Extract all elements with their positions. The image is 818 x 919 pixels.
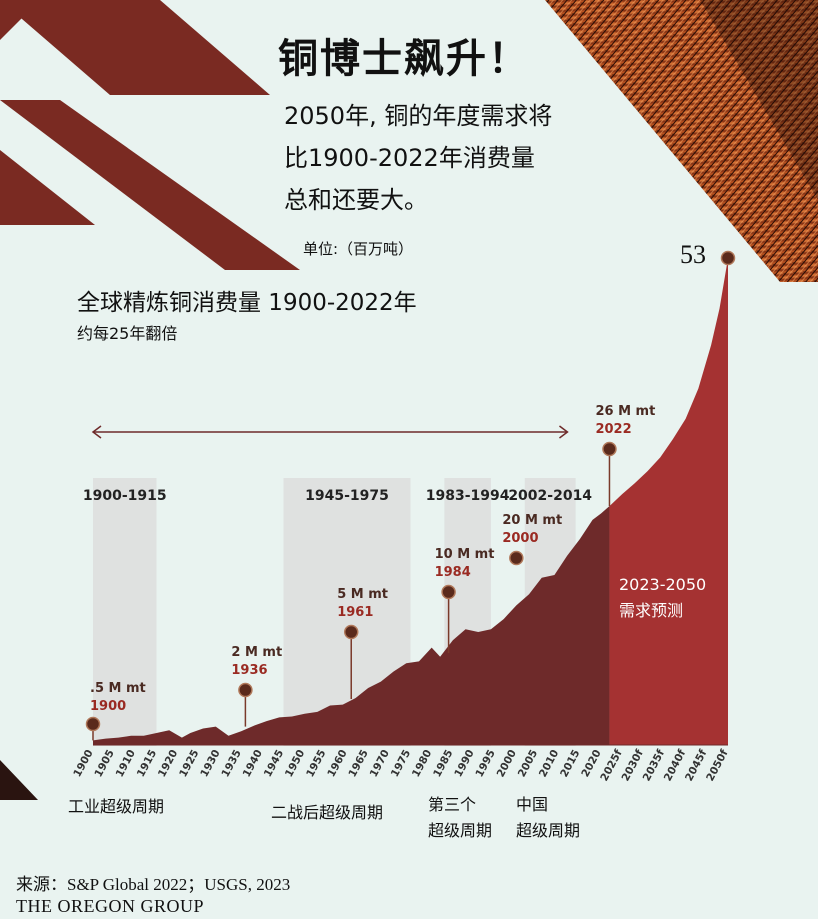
annotation-dot [441, 584, 456, 600]
span-arrow-head-right [559, 425, 569, 439]
annotation-dot [509, 550, 524, 566]
cycle-label-industrial: 工业超级周期 [68, 794, 164, 820]
chart-title: 全球精炼铜消费量 1900-2022年 [77, 290, 417, 316]
annotation-year: 1961 [337, 605, 373, 620]
cycle-line: 中国 [516, 795, 549, 814]
span-arrow-head-left [91, 425, 102, 439]
annotation-dot [343, 624, 359, 640]
copper-wire-corner [545, 0, 818, 282]
cycle-label-china: 中国 超级周期 [516, 792, 580, 844]
annotation-dot [238, 682, 253, 698]
cycle-line: 工业超级周期 [68, 797, 165, 816]
x-tick-label: 1900 [71, 748, 95, 779]
subtitle-line-1: 2050年, 铜的年度需求将 [284, 102, 553, 130]
annotation-year: 1900 [90, 699, 126, 714]
annotation-value: 10 M mt [435, 547, 495, 562]
annotation-value: 20 M mt [502, 513, 562, 528]
page-title: 铜博士飙升！ [278, 35, 530, 82]
forecast-label: 2023-2050 [619, 575, 706, 594]
x-tick-label: 2000 [495, 748, 519, 779]
cycle-label-postwar: 二战后超级周期 [271, 800, 383, 826]
x-tick-label: 1960 [325, 748, 349, 779]
period-label: 1945-1975 [305, 488, 389, 504]
x-tick-label: 1975 [389, 748, 413, 779]
x-tick-label: 2005 [516, 748, 540, 779]
period-label: 2002-2014 [508, 488, 592, 504]
period-label: 1983-1994 [426, 488, 510, 504]
max-value-label: 53 [680, 240, 706, 269]
stripe-top-left [0, 0, 270, 95]
annotation-year: 2022 [595, 422, 631, 437]
stripe-diagonal-top [0, 0, 40, 40]
x-tick-label: 1945 [262, 748, 286, 779]
x-tick-label: 1965 [346, 748, 370, 779]
cycle-line: 超级周期 [428, 821, 493, 840]
x-tick-label: 1955 [304, 748, 328, 779]
forecast-area [609, 258, 728, 745]
annotation-value: 26 M mt [595, 404, 655, 419]
x-tick-label: 1995 [473, 748, 497, 779]
annotation-year: 1936 [231, 663, 267, 678]
x-tick-label: 1935 [219, 748, 243, 779]
source-note: 来源：S&P Global 2022；USGS, 2023 [16, 875, 291, 894]
stripe-diagonal-big [0, 150, 95, 225]
bottom-left-stripe [0, 760, 38, 800]
cycle-line: 超级周期 [516, 821, 581, 840]
max-point-dot [720, 250, 736, 266]
x-tick-label: 1980 [410, 748, 434, 779]
x-tick-label: 2015 [558, 748, 582, 779]
x-tick-label: 1910 [114, 748, 138, 779]
period-label: 1900-1915 [83, 488, 167, 504]
x-tick-label: 1950 [283, 748, 307, 779]
x-tick-label: 1920 [156, 748, 180, 779]
annotation-year: 2000 [502, 531, 538, 546]
x-tick-label: 2010 [537, 748, 561, 779]
historical-area [93, 506, 610, 745]
x-tick-label: 1930 [198, 748, 222, 779]
subtitle-line-3: 总和还要大。 [284, 186, 428, 214]
cycle-line: 二战后超级周期 [271, 803, 384, 822]
unit-label: 单位:（百万吨） [303, 240, 414, 258]
forecast-label: 需求预测 [619, 601, 683, 620]
x-tick-label: 1905 [92, 748, 116, 779]
x-tick-label: 1915 [135, 748, 159, 779]
cycle-line: 第三个 [428, 795, 477, 814]
stripe-diagonal-main [0, 100, 300, 270]
x-tick-label: 1925 [177, 748, 201, 779]
cycle-label-third: 第三个 超级周期 [428, 792, 492, 844]
period-band [93, 478, 157, 746]
annotation-value: .5 M mt [90, 681, 146, 696]
dark-corner-shadow [700, 0, 818, 200]
annotation-dot [85, 716, 101, 732]
annotation-dot [602, 441, 617, 457]
chart-subtitle: 约每25年翻倍 [77, 324, 178, 343]
x-tick-label: 1970 [368, 748, 392, 779]
x-tick-label: 1985 [431, 748, 455, 779]
annotation-year: 1984 [435, 565, 471, 580]
annotation-value: 2 M mt [231, 645, 282, 660]
x-tick-label: 1990 [452, 748, 476, 779]
subtitle-line-2: 比1900-2022年消费量 [284, 144, 535, 172]
brand-name: THE OREGON GROUP [16, 896, 204, 916]
annotation-value: 5 M mt [337, 587, 388, 602]
x-tick-label: 1940 [241, 748, 265, 779]
